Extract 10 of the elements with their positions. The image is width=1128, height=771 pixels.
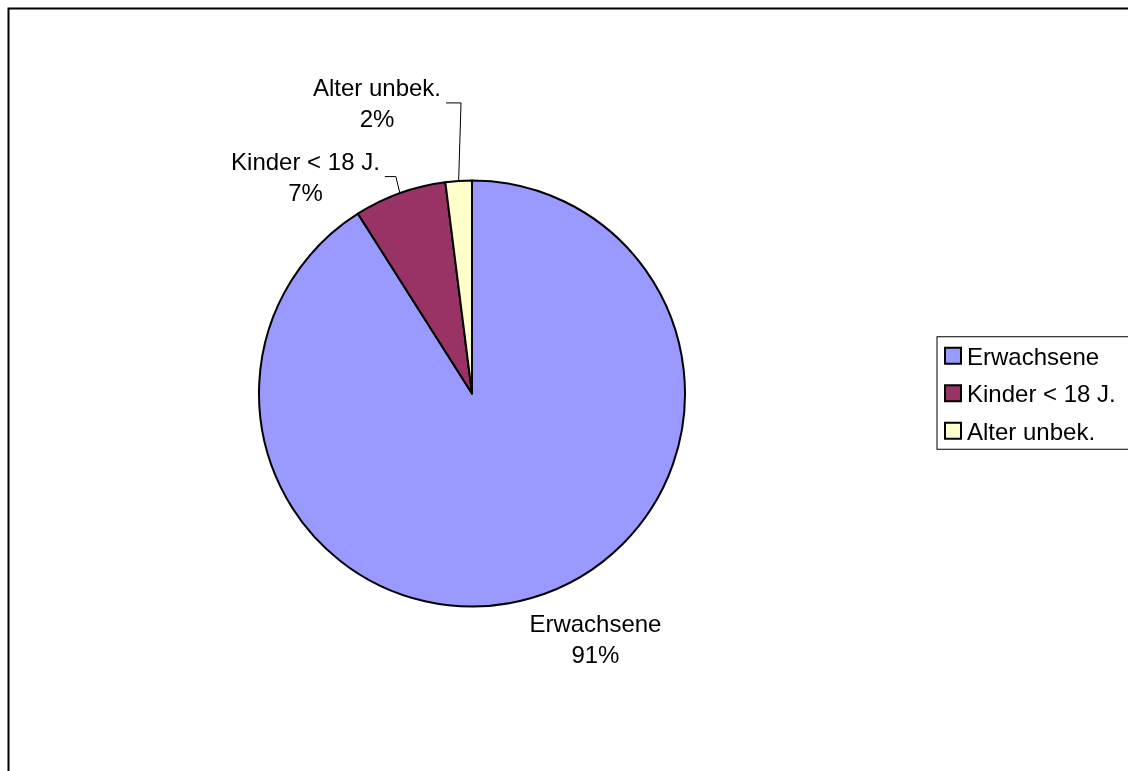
slice-label: Kinder < 18 J. bbox=[231, 147, 380, 175]
legend-label: Kinder < 18 J. bbox=[967, 380, 1116, 408]
pie-slice bbox=[258, 179, 686, 608]
data-label: 91% bbox=[571, 641, 620, 669]
legend-label: Alter unbek. bbox=[967, 417, 1096, 445]
legend-label: Erwachsene bbox=[967, 342, 1100, 370]
data-label: 2% bbox=[359, 104, 395, 132]
slice-label: Alter unbek. bbox=[312, 73, 442, 101]
slice-label: Erwachsene bbox=[529, 610, 662, 638]
data-label: 7% bbox=[288, 178, 323, 206]
